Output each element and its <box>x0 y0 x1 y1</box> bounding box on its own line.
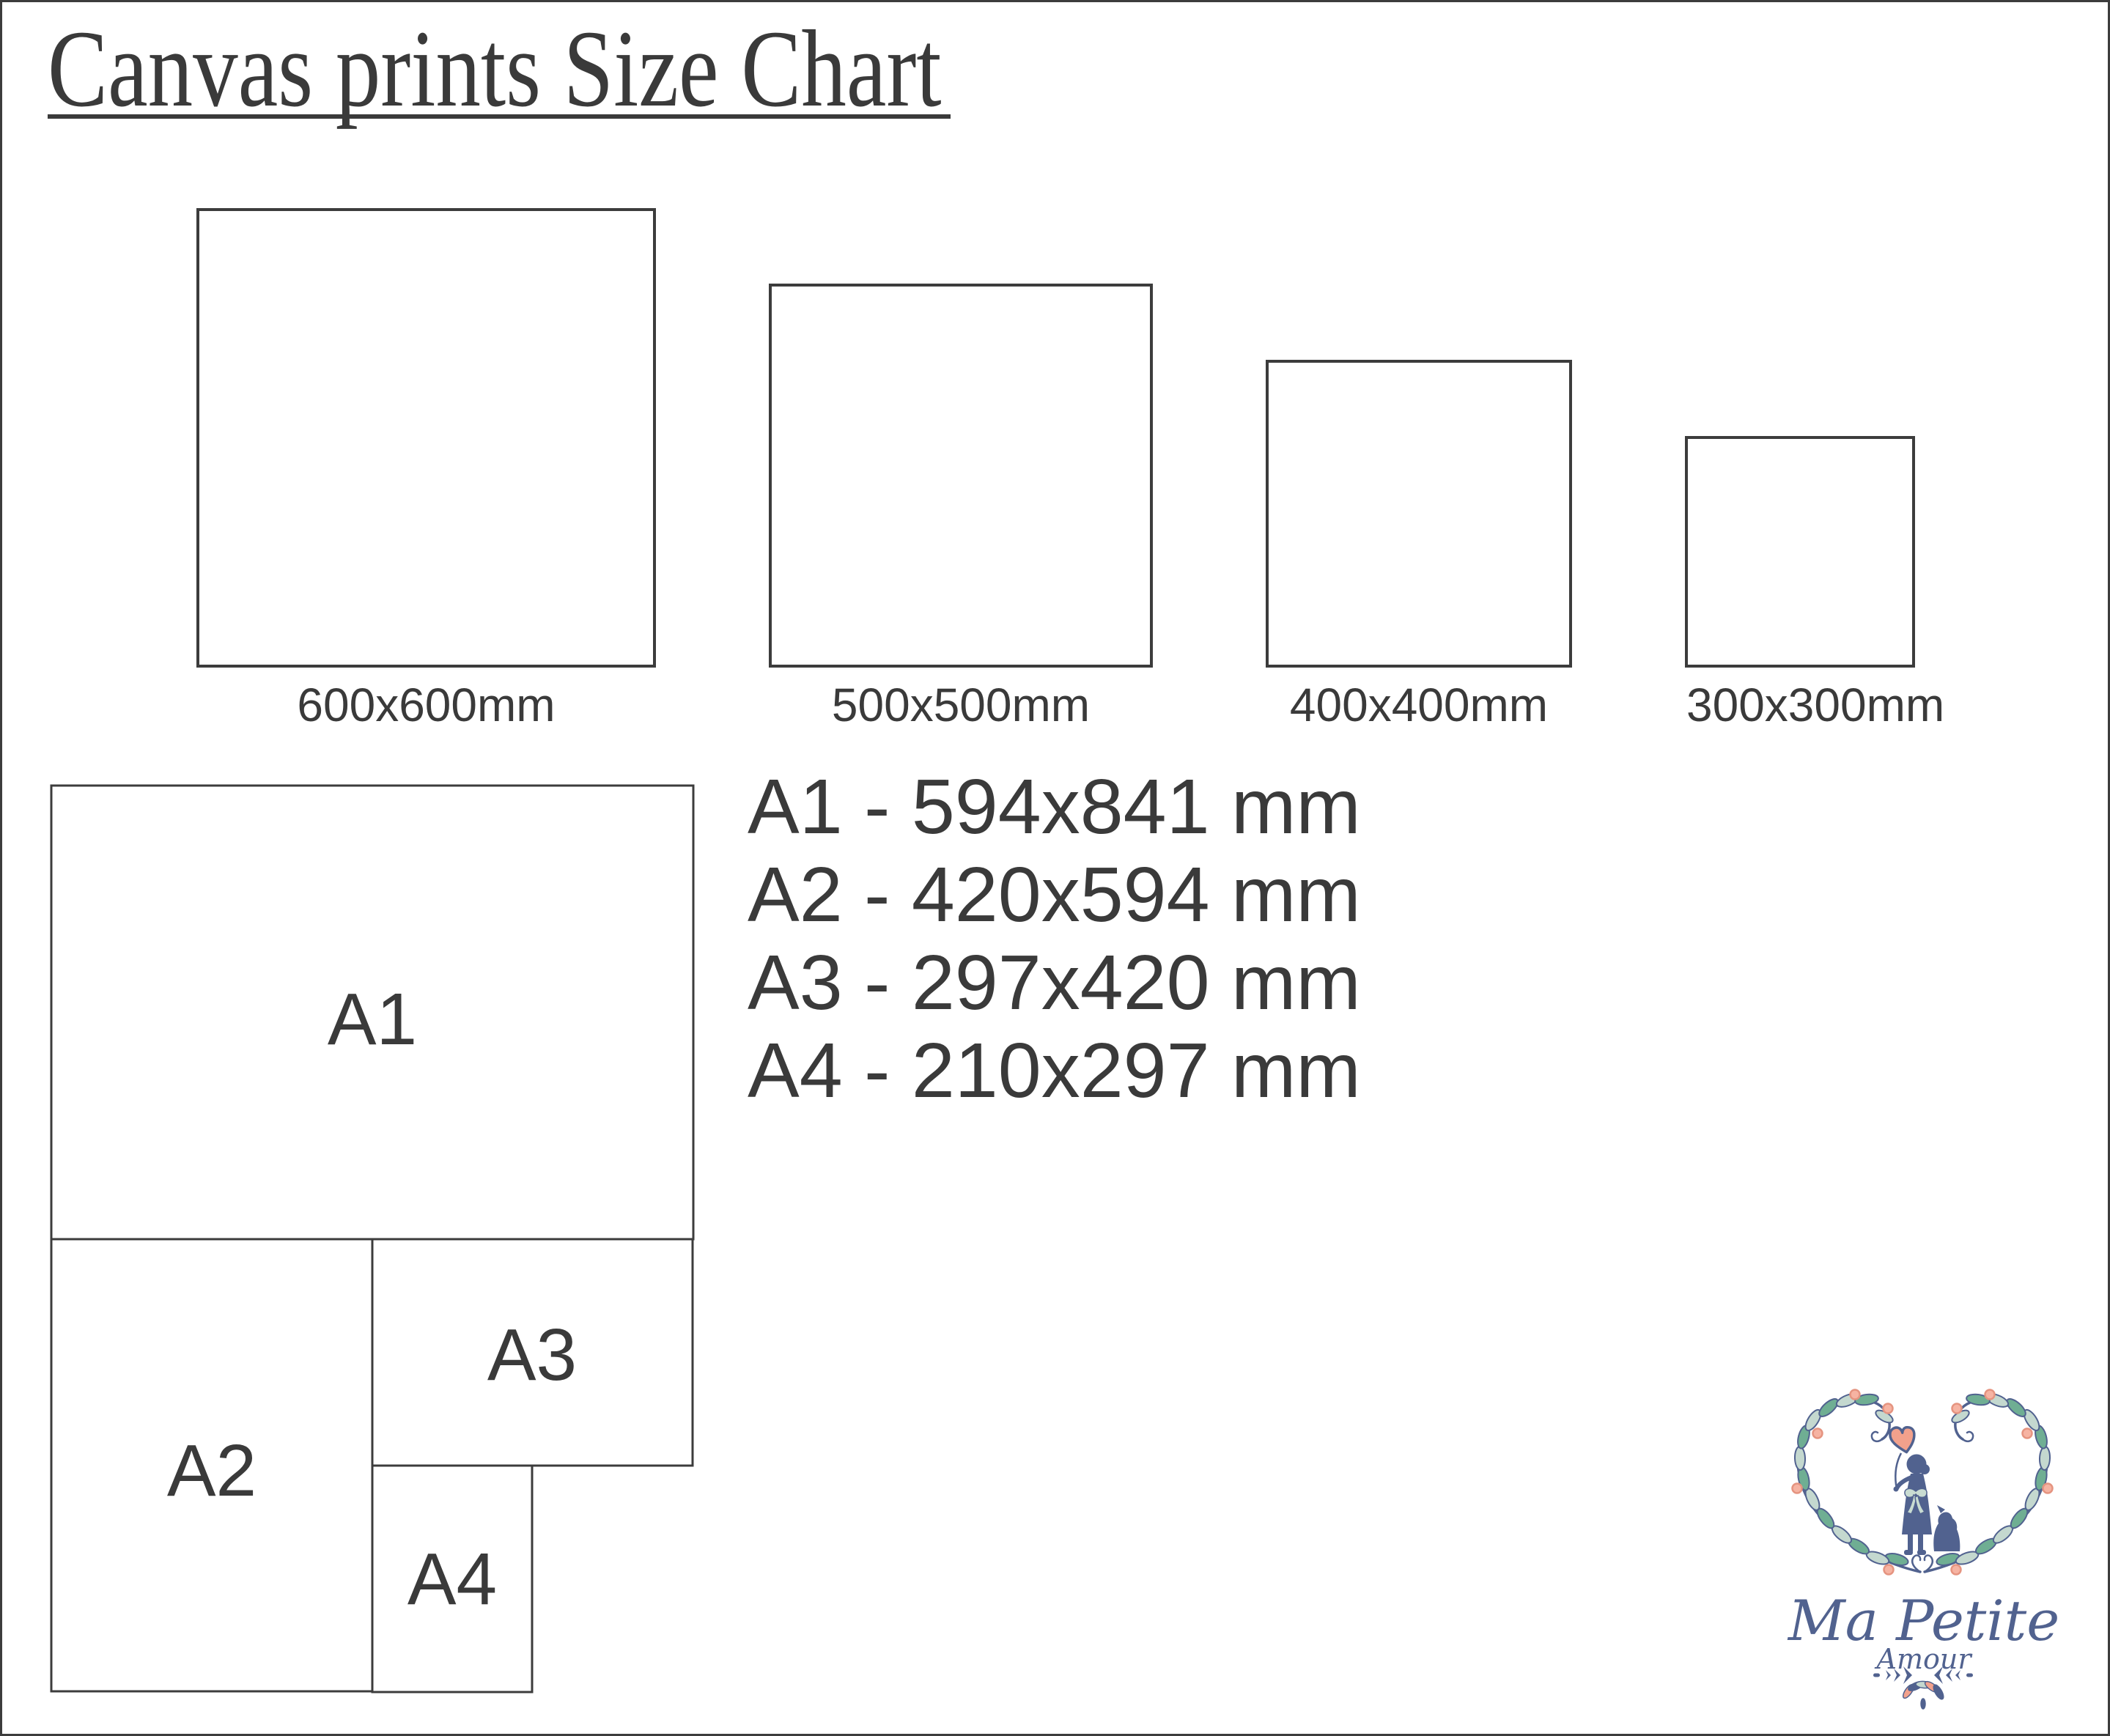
label-400x400: 400x400mm <box>1289 679 1549 731</box>
label-a4: A4 <box>407 1538 498 1620</box>
label-300x300: 300x300mm <box>1686 679 1945 731</box>
logo-name-text: Ma Petite <box>1787 1588 2059 1653</box>
label-600x600: 600x600mm <box>297 679 556 731</box>
a4-size-line: A4 - 210x297 mm <box>748 1027 1361 1114</box>
square-400mm <box>1266 360 1572 668</box>
leaf-fan-ornament <box>1902 1680 1944 1710</box>
square-600mm <box>196 208 656 668</box>
a-size-list: A1 - 594x841 mm A2 - 420x594 mm A3 - 297… <box>748 763 1361 1115</box>
dress-bow <box>1904 1488 1928 1515</box>
arrow-ornament <box>1873 1666 1973 1684</box>
title-underline <box>48 114 951 119</box>
dog-silhouette <box>1933 1505 1960 1551</box>
a2-size-line: A2 - 420x594 mm <box>748 852 1361 938</box>
page-title: Canvas prints Size Chart <box>48 8 942 130</box>
a1-size-line: A1 - 594x841 mm <box>748 764 1361 850</box>
label-500x500: 500x500mm <box>831 679 1091 731</box>
label-a1: A1 <box>327 978 418 1060</box>
a3-size-line: A3 - 297x420 mm <box>748 939 1361 1026</box>
label-a2: A2 <box>166 1430 257 1512</box>
logo-subname-text: Amour <box>1875 1643 1974 1675</box>
ma-petite-amour-logo: Ma Petite Amour <box>1779 1384 2065 1721</box>
rect-a4 <box>371 1464 534 1693</box>
label-a3: A3 <box>487 1314 578 1396</box>
square-300mm <box>1685 436 1915 668</box>
square-500mm <box>769 284 1153 668</box>
